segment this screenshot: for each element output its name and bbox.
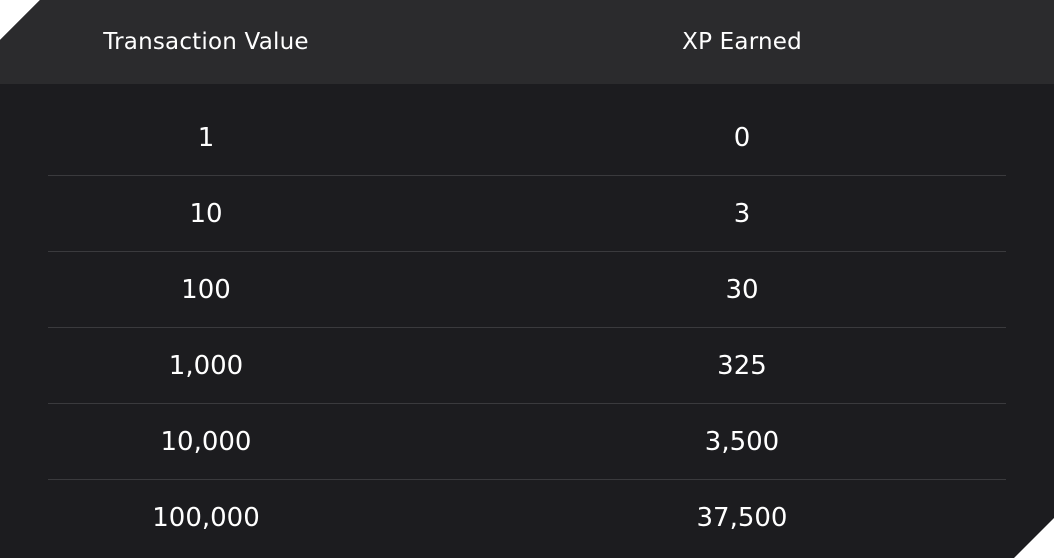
row-divider xyxy=(48,479,1006,480)
table-row: 10,000 3,500 xyxy=(0,404,1054,480)
row-divider xyxy=(48,403,1006,404)
header-transaction-value: Transaction Value xyxy=(103,29,309,55)
xp-earned-cell: 3 xyxy=(733,199,751,229)
xp-earned-cell: 0 xyxy=(733,123,751,153)
table-row: 1 0 xyxy=(0,100,1054,176)
row-divider xyxy=(48,175,1006,176)
table-body: 1 0 10 3 100 30 1,000 325 10,000 3,500 1… xyxy=(0,100,1054,556)
transaction-value-cell: 100 xyxy=(181,275,231,305)
transaction-value-cell: 100,000 xyxy=(152,503,260,533)
xp-earned-cell: 3,500 xyxy=(704,427,780,457)
transaction-value-cell: 10 xyxy=(189,199,223,229)
row-divider xyxy=(48,327,1006,328)
table-row: 100,000 37,500 xyxy=(0,480,1054,556)
table-row: 1,000 325 xyxy=(0,328,1054,404)
transaction-value-cell: 1 xyxy=(197,123,215,153)
xp-earned-cell: 30 xyxy=(725,275,759,305)
table-row: 10 3 xyxy=(0,176,1054,252)
xp-earned-cell: 325 xyxy=(717,351,767,381)
header-xp-earned: XP Earned xyxy=(682,29,802,55)
row-divider xyxy=(48,251,1006,252)
transaction-value-cell: 1,000 xyxy=(168,351,244,381)
xp-earned-cell: 37,500 xyxy=(696,503,788,533)
table-row: 100 30 xyxy=(0,252,1054,328)
table-header: Transaction Value XP Earned xyxy=(0,0,1054,84)
transaction-value-cell: 10,000 xyxy=(160,427,252,457)
